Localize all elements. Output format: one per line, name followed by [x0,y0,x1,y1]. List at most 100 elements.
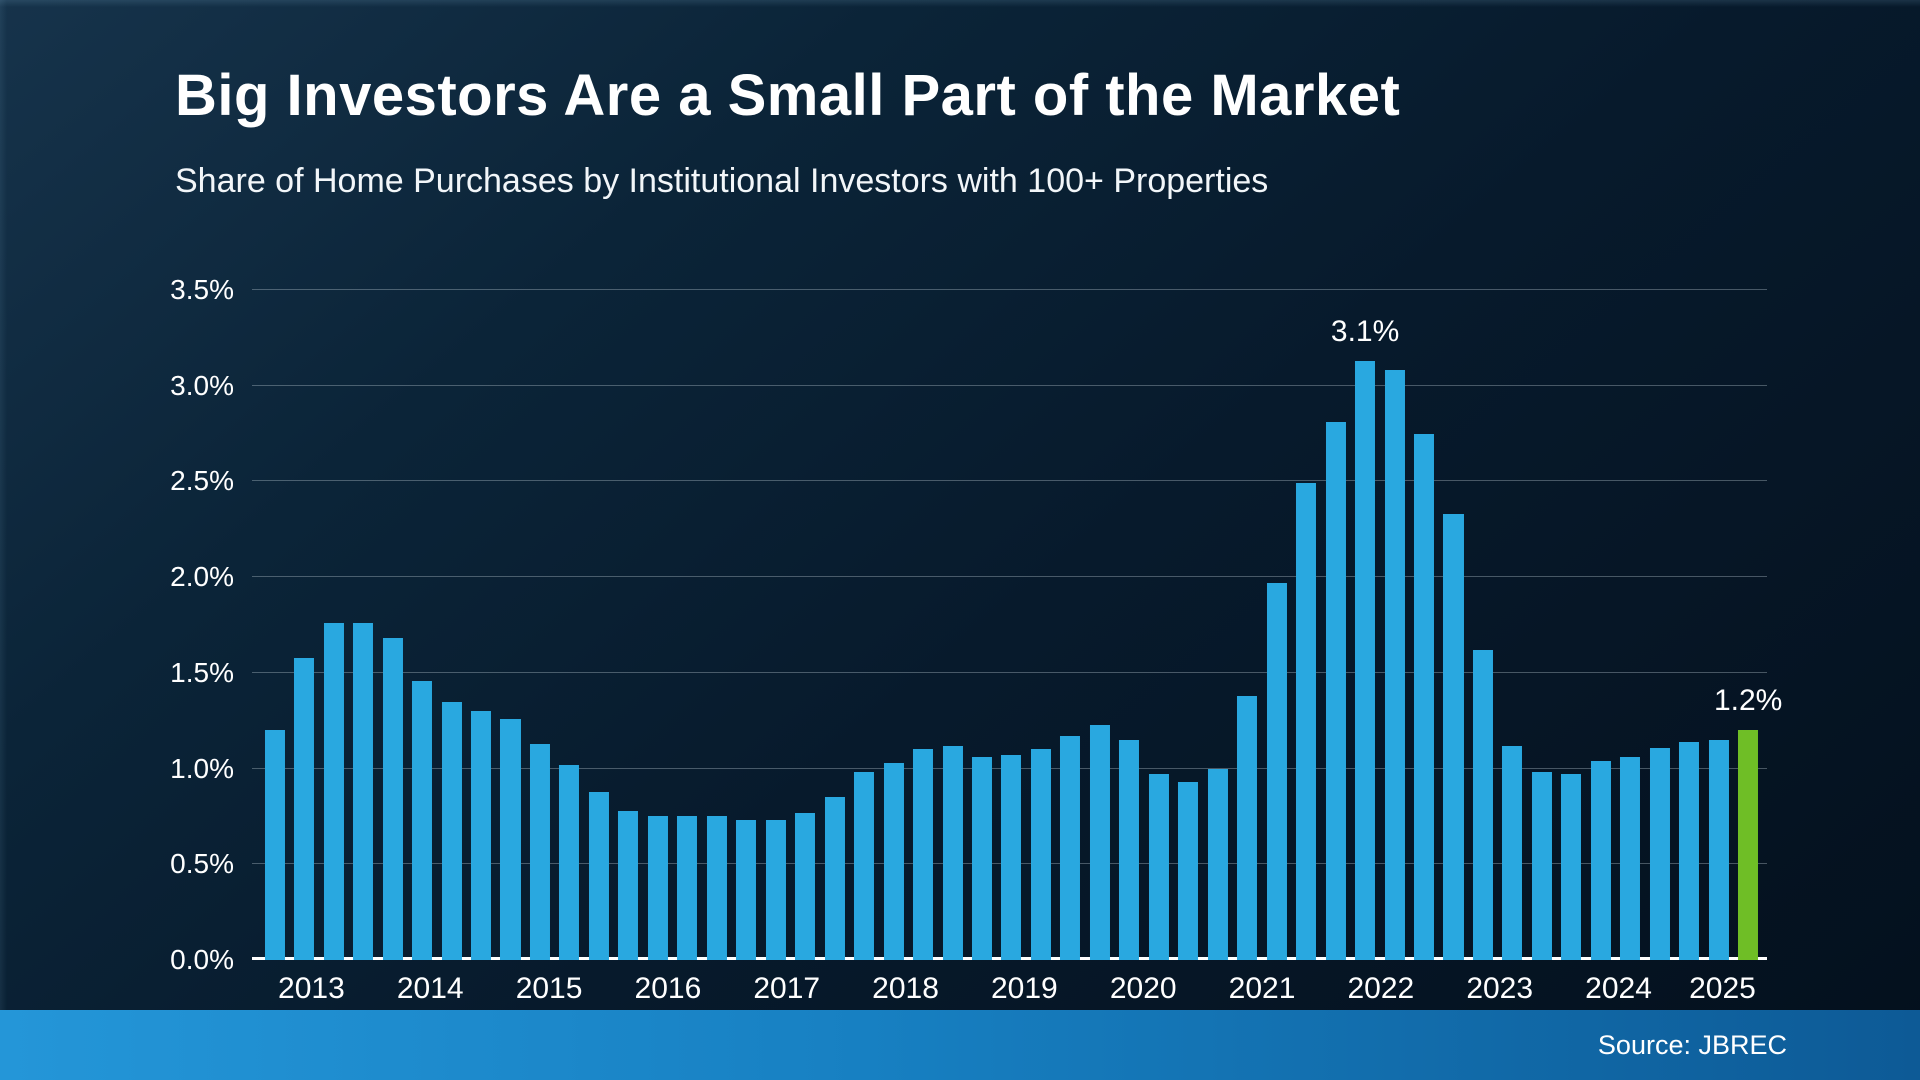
bar-slot [584,290,613,960]
bar-slot [908,290,937,960]
bar-slot [761,290,790,960]
bar-slot [260,290,289,960]
gridline [252,384,1767,386]
bar-slot [1291,290,1320,960]
y-tick-label: 0.5% [170,848,234,880]
bar [1561,774,1582,960]
bar [854,772,875,960]
x-tick-label: 2023 [1466,972,1534,1005]
bar-slot [1026,290,1055,960]
bar [971,757,992,960]
x-tick-label: 2014 [396,972,464,1005]
x-tick-label: 2017 [753,972,821,1005]
y-tick-label: 0.0% [170,944,234,975]
y-tick-label: 1.5% [170,656,234,688]
y-tick-label: 3.0% [170,369,234,401]
bar [647,816,668,960]
bar-slot [879,290,908,960]
bar [1355,360,1376,960]
bar [824,797,845,960]
bar-slot: 3.1% [1331,290,1399,960]
bar-slot [1498,290,1527,960]
gridline [252,480,1767,482]
gridline [252,576,1767,578]
bar [323,623,344,960]
bar [1620,757,1641,960]
bar [618,810,639,960]
bar [1325,422,1346,960]
bar-slot [378,290,407,960]
y-tick-label: 1.0% [170,752,234,784]
x-tick-label: 2019 [991,972,1058,1005]
bar-slot [1262,290,1291,960]
bar-slot [1527,290,1556,960]
bar-slot [1704,290,1733,960]
x-tick-label: 2013 [278,972,345,1005]
gridline [252,289,1767,290]
plot-area: 3.1% 1.2% [252,289,1782,960]
bar-slot [614,290,643,960]
bar [382,638,403,960]
bar [294,657,315,960]
bar-slot [1645,290,1674,960]
bar [588,791,609,960]
bar-slot [555,290,584,960]
bar [942,745,963,960]
bar-slot [407,290,436,960]
bar-slot [732,290,761,960]
bar [1296,483,1317,960]
bar-slot [1409,290,1438,960]
chart-subtitle: Share of Home Purchases by Institutional… [175,162,1269,200]
bar-slot [938,290,967,960]
bar [441,701,462,960]
bar [1414,433,1435,960]
bar [1443,513,1464,960]
bar-slot [1144,290,1173,960]
bar [706,816,727,960]
x-tick-label: 2020 [1109,972,1177,1005]
bar-slot [525,290,554,960]
bar [1502,745,1523,960]
x-tick-label: 2024 [1585,972,1652,1005]
bar [1708,739,1729,960]
bar [1472,649,1493,960]
bar [795,812,816,960]
bar [736,820,757,960]
bar-slot [702,290,731,960]
bar [471,711,492,960]
gridline [252,671,1767,673]
bar-slot [1616,290,1645,960]
bar [1237,695,1258,960]
bar [1266,582,1287,960]
bar-slot [1232,290,1261,960]
bar-slot [1174,290,1203,960]
x-axis: 2013 2014 2015 2016 2017 2018 2019 2020 2021 2022… [252,972,1767,1006]
bar [353,623,374,960]
bar-slot [1468,290,1497,960]
x-tick-label: 2018 [872,972,939,1005]
chart-title: Big Investors Are a Small Part of the Ma… [175,63,1401,128]
x-tick-label: 2016 [634,972,702,1005]
bar-slot [967,290,996,960]
bar-slot [319,290,348,960]
bar [264,730,285,960]
bar [765,820,786,960]
bar [412,680,433,960]
bar [1207,768,1228,960]
bar [1030,749,1051,960]
bar-slot [849,290,878,960]
bar [677,816,698,960]
x-tick-label: 2021 [1228,972,1296,1005]
x-tick-label: 2015 [515,972,583,1005]
bar-slot [496,290,525,960]
footer-band: Source: JBREC [0,1010,1920,1080]
bar-slot [1557,290,1586,960]
bar-slot [820,290,849,960]
bar [1679,741,1700,960]
y-tick-label: 2.5% [170,465,234,497]
bar-slot [1203,290,1232,960]
bar-slot: 1.2% [1714,290,1782,960]
bar [913,749,934,960]
bar [883,762,904,960]
bar-slot [1586,290,1615,960]
